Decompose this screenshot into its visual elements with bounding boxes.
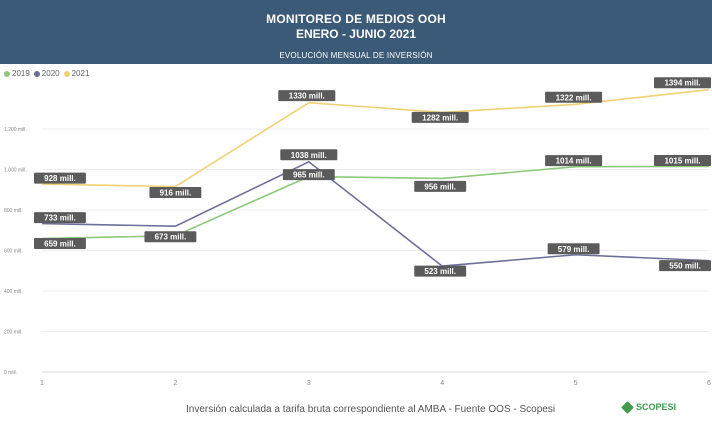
data-label-bg <box>654 77 711 89</box>
data-label-bg <box>659 260 711 272</box>
data-label-bg <box>414 180 467 192</box>
legend-dot-2021 <box>63 70 70 77</box>
x-tick-label: 6 <box>707 380 711 387</box>
data-label-2019: 673 mill. <box>155 233 187 242</box>
legend-item-2020: 2020 <box>33 69 60 78</box>
data-label-2019: 659 mill. <box>44 240 76 249</box>
data-label-2021: 1394 mill. <box>664 79 700 88</box>
data-label-bg <box>280 149 338 161</box>
data-label-2019: 1015 mill. <box>664 156 700 165</box>
data-label-bg <box>545 155 603 167</box>
data-label-bg <box>547 243 600 255</box>
legend: 2019 2020 2021 <box>4 69 93 78</box>
line-chart: 0 mill. 200 mill. 400 mill. 600 mill. 800 mi… <box>4 77 711 387</box>
data-label-2021: 1282 mill. <box>422 113 458 122</box>
data-label-bg <box>278 90 336 102</box>
data-label-bg <box>654 154 711 166</box>
data-label-2020: 550 mill. <box>669 262 701 271</box>
y-tick-label: 200 mill. <box>4 330 23 336</box>
scopesi-logo: SCOPESI <box>621 400 677 414</box>
y-tick-label: 800 mill. <box>4 208 23 214</box>
data-label-bg <box>144 231 197 243</box>
y-tick-label: 600 mill. <box>4 249 23 255</box>
data-label-2020: 579 mill. <box>558 245 590 254</box>
series-line-2021 <box>41 88 710 188</box>
y-tick-label: 1.000 mill. <box>4 168 27 174</box>
data-label-2020: 1038 mill. <box>291 151 327 160</box>
data-label-2019: 965 mill. <box>293 171 325 180</box>
x-tick-label: 4 <box>440 380 444 387</box>
data-label-2020: 733 mill. <box>44 214 76 223</box>
data-label-bg <box>545 91 603 103</box>
y-tick-label: 0 mill. <box>4 370 17 376</box>
x-tick-label: 5 <box>574 380 578 387</box>
x-tick-label: 3 <box>307 380 311 387</box>
chart-title: MONITOREO DE MEDIOS OOH <box>266 12 446 26</box>
chart-header: MONITOREO DE MEDIOS OOH ENERO - JUNIO 20… <box>0 0 712 64</box>
series-line-2020 <box>41 160 710 267</box>
chart-subtitle: EVOLUCIÓN MENSUAL DE INVERSIÓN <box>279 51 433 60</box>
legend-label-2021: 2021 <box>71 69 90 78</box>
y-tick-label: 400 mill. <box>4 289 23 295</box>
legend-item-2021: 2021 <box>63 69 90 78</box>
data-label-2020: 523 mill. <box>424 267 456 276</box>
data-label-bg <box>414 265 467 277</box>
data-label-2019: 956 mill. <box>424 182 456 191</box>
data-label-2019: 1014 mill. <box>556 157 592 166</box>
logo-diamond-icon <box>621 400 634 414</box>
series-line-2019 <box>41 165 710 240</box>
data-label-bg <box>34 238 86 250</box>
data-label-2021: 1330 mill. <box>289 92 325 101</box>
logo-text: SCOPESI <box>636 402 677 412</box>
data-label-bg <box>149 187 202 199</box>
legend-item-2019: 2019 <box>4 69 30 78</box>
x-tick-label: 1 <box>40 380 44 387</box>
data-label-2021: 916 mill. <box>160 189 192 198</box>
legend-dot-2019 <box>4 70 10 77</box>
legend-label-2020: 2020 <box>41 69 60 78</box>
y-tick-label: 1.200 mill. <box>4 127 27 133</box>
data-label-bg <box>34 172 86 184</box>
legend-label-2019: 2019 <box>12 69 30 78</box>
data-label-bg <box>282 169 335 181</box>
chart-title-period: ENERO - JUNIO 2021 <box>295 27 417 41</box>
data-label-2021: 1322 mill. <box>556 93 592 102</box>
legend-dot-2020 <box>33 70 40 77</box>
data-label-bg <box>411 111 469 123</box>
data-label-2021: 928 mill. <box>44 174 76 183</box>
x-tick-label: 2 <box>173 380 177 387</box>
data-label-bg <box>34 212 86 224</box>
source-note: Inversión calculada a tarifa bruta corre… <box>186 404 556 415</box>
